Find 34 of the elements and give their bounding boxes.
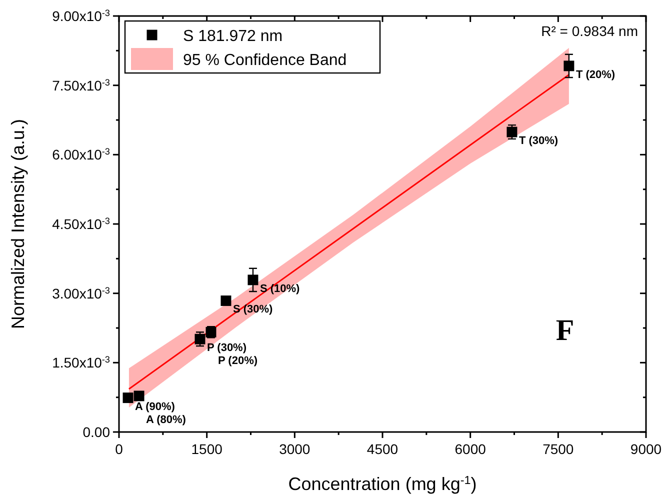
x-tick-label: 3000: [279, 441, 310, 457]
annotation: T (30%): [518, 135, 558, 148]
y-tick-label: 4.50x10$^{-3}$: [52, 216, 110, 232]
annotation: T (20%): [576, 68, 616, 81]
x-tick-label: 6000: [454, 441, 486, 457]
point: [506, 126, 518, 138]
y-tick-label: 0.00: [82, 424, 110, 440]
annotation: R² = 0.9834 nm: [541, 23, 638, 39]
point: [564, 60, 574, 72]
point: [122, 392, 134, 404]
y-tick-label: 1.50x10$^{-3}$: [52, 354, 110, 371]
point: [248, 274, 258, 286]
x-tick-label: 0: [115, 441, 124, 457]
point: [134, 390, 144, 402]
point: [220, 295, 232, 306]
point: [194, 334, 206, 344]
annotation: F: [556, 314, 574, 347]
annotation: P (20%): [218, 355, 258, 368]
y-tick-label: 6.00x10$^{-3}$: [52, 146, 110, 163]
x-tick-label: 4500: [366, 441, 398, 457]
annotation: P (30%): [206, 342, 247, 354]
annotation: A (80%): [146, 414, 186, 426]
x-tick-label: 1500: [191, 441, 223, 457]
x-tick-label: 7500: [542, 441, 574, 457]
annotation: A (90%): [135, 400, 176, 413]
annotation: S (10%): [260, 282, 300, 295]
legend-label: 95 % Confidence Band: [183, 52, 347, 69]
x-axis-title: Concentration (mg kg$^{-1}$): [288, 474, 477, 494]
y-tick-label: 3.00x10$^{-3}$: [52, 285, 110, 302]
x-tick-label: 9000: [630, 441, 662, 457]
y-axis-title: Normalized Intensity (a.u.): [8, 118, 28, 330]
legend-label: S 181.972 nm: [183, 28, 283, 45]
y-tick-label: 7.50x10$^{-3}$: [52, 77, 110, 94]
y-tick-label: 9.00x10$^{-3}$: [52, 8, 110, 24]
